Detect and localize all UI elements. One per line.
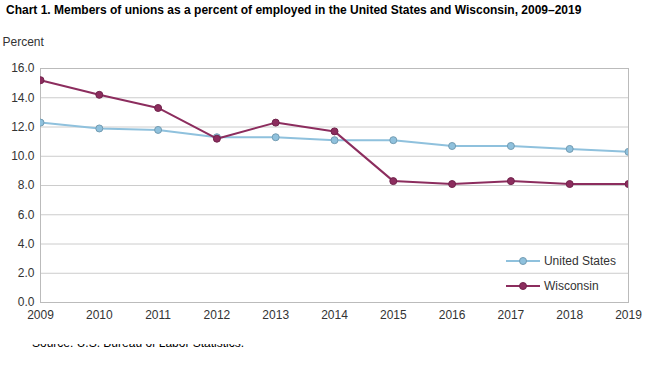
- html-text:Chart 1. Members of unions as: Chart 1. Members of unions as a percent …: [6, 3, 582, 17]
- svg-text:2018: 2018: [556, 308, 583, 322]
- svg-text:16.0: 16.0: [11, 61, 35, 75]
- svg-text:4.0: 4.0: [18, 237, 35, 251]
- svg-text:2011: 2011: [145, 308, 171, 322]
- svg-text:2010: 2010: [86, 308, 113, 322]
- svg-text:2014: 2014: [321, 308, 348, 322]
- svg-text:12.0: 12.0: [11, 120, 35, 134]
- svg-text:6.0: 6.0: [18, 208, 35, 222]
- svg-text:2016: 2016: [439, 308, 466, 322]
- svg-text:10.0: 10.0: [11, 149, 35, 163]
- svg-text:14.0: 14.0: [11, 91, 35, 105]
- svg-text:2009: 2009: [27, 308, 54, 322]
- svg-text:2015: 2015: [380, 308, 407, 322]
- svg-text:Percent: Percent: [3, 35, 45, 49]
- html-text:United States: United States: [544, 253, 616, 268]
- html-text:Wisconsin: Wisconsin: [544, 278, 599, 293]
- svg-text:8.0: 8.0: [18, 178, 35, 192]
- svg-text:2012: 2012: [204, 308, 231, 322]
- html-text:Source: U.S. Bureau of Labor S: Source: U.S. Bureau of Labor Statistics.: [32, 336, 245, 350]
- svg-text:0.0: 0.0: [17, 295, 35, 310]
- svg-text:2017: 2017: [498, 308, 525, 322]
- svg-text:2.0: 2.0: [18, 266, 35, 280]
- svg-text:2013: 2013: [262, 308, 289, 322]
- svg-text:2019: 2019: [615, 308, 642, 322]
